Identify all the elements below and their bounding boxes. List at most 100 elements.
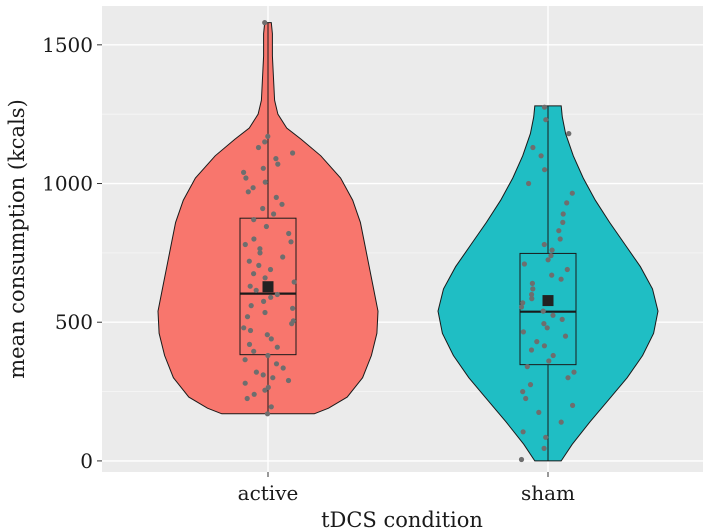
data-point (520, 389, 526, 395)
data-point (290, 318, 296, 324)
data-point (244, 314, 251, 320)
data-point (558, 276, 564, 282)
data-point (242, 357, 248, 363)
data-point (541, 445, 547, 451)
data-point (541, 343, 548, 349)
data-point (564, 266, 570, 273)
x-tick-label: active (238, 481, 299, 505)
data-point (526, 180, 532, 187)
data-point (560, 219, 566, 225)
data-point (290, 305, 296, 311)
data-point (250, 185, 256, 191)
data-point (566, 131, 572, 137)
data-point (253, 287, 259, 293)
data-point (264, 411, 271, 417)
data-point (257, 250, 263, 256)
data-point (261, 298, 267, 304)
data-point (530, 286, 536, 292)
data-point (243, 175, 249, 181)
data-point (260, 165, 266, 171)
data-point (262, 20, 268, 26)
data-point (262, 309, 268, 316)
data-point (253, 369, 259, 375)
mean-marker-sham (542, 295, 554, 307)
data-point (274, 344, 280, 350)
violin-sham (437, 105, 659, 462)
data-point (265, 352, 271, 359)
data-point (242, 380, 248, 386)
data-point (529, 280, 536, 286)
data-point (564, 200, 570, 206)
data-point (265, 384, 271, 390)
data-point (241, 169, 247, 175)
data-point (280, 365, 286, 371)
y-axis-title: mean consumption (kcals) (5, 99, 29, 379)
data-point (562, 333, 569, 339)
data-point (521, 261, 528, 267)
y-tick-label: 0 (80, 449, 93, 473)
data-point (565, 375, 571, 381)
data-point (251, 271, 257, 277)
data-point (274, 291, 280, 298)
data-point (251, 391, 257, 397)
data-point (251, 236, 257, 242)
data-point (248, 303, 254, 309)
jitter-points (241, 20, 577, 463)
data-point (541, 241, 547, 248)
data-point (265, 133, 271, 139)
data-point (242, 241, 248, 248)
data-point (260, 372, 266, 378)
data-point (569, 190, 575, 196)
data-point (570, 402, 576, 408)
data-point (271, 211, 277, 217)
data-point (257, 246, 263, 252)
data-point (550, 352, 556, 359)
data-point (267, 266, 274, 273)
y-axis: 0 500 1000 1500 (42, 33, 102, 473)
data-point (273, 361, 280, 367)
mean-markers (262, 281, 554, 307)
boxplots (239, 22, 577, 461)
data-point (520, 300, 526, 306)
data-point (246, 341, 253, 347)
data-point (541, 321, 547, 327)
data-point (557, 236, 563, 242)
data-point (270, 375, 276, 381)
data-point (268, 336, 274, 342)
data-point (288, 239, 294, 245)
data-point (245, 189, 251, 195)
data-point (275, 161, 281, 167)
x-axis: active sham (238, 472, 575, 505)
y-tick-label: 1500 (42, 33, 93, 57)
data-point (545, 257, 551, 263)
data-point (543, 117, 549, 123)
data-point (291, 279, 297, 285)
data-point (524, 364, 530, 370)
data-point (534, 339, 540, 345)
data-point (286, 230, 292, 237)
mean-marker-active (262, 281, 274, 293)
data-point (285, 377, 292, 384)
data-point (290, 150, 296, 156)
y-tick-label: 1000 (42, 172, 93, 196)
data-point (246, 258, 252, 264)
data-point (541, 104, 548, 110)
data-point (262, 139, 268, 145)
data-point (244, 395, 250, 402)
data-point (549, 272, 555, 278)
data-point (558, 419, 564, 425)
data-point (268, 294, 274, 300)
data-point (559, 316, 565, 322)
data-point (529, 296, 535, 302)
data-point (255, 144, 262, 151)
data-point (538, 153, 544, 159)
data-point (518, 304, 525, 310)
data-point (264, 332, 270, 338)
data-point (530, 144, 536, 151)
data-point (268, 404, 274, 410)
data-point (262, 179, 268, 185)
data-point (520, 429, 526, 435)
data-point (256, 262, 262, 268)
data-point (529, 291, 535, 298)
data-point (273, 194, 279, 200)
